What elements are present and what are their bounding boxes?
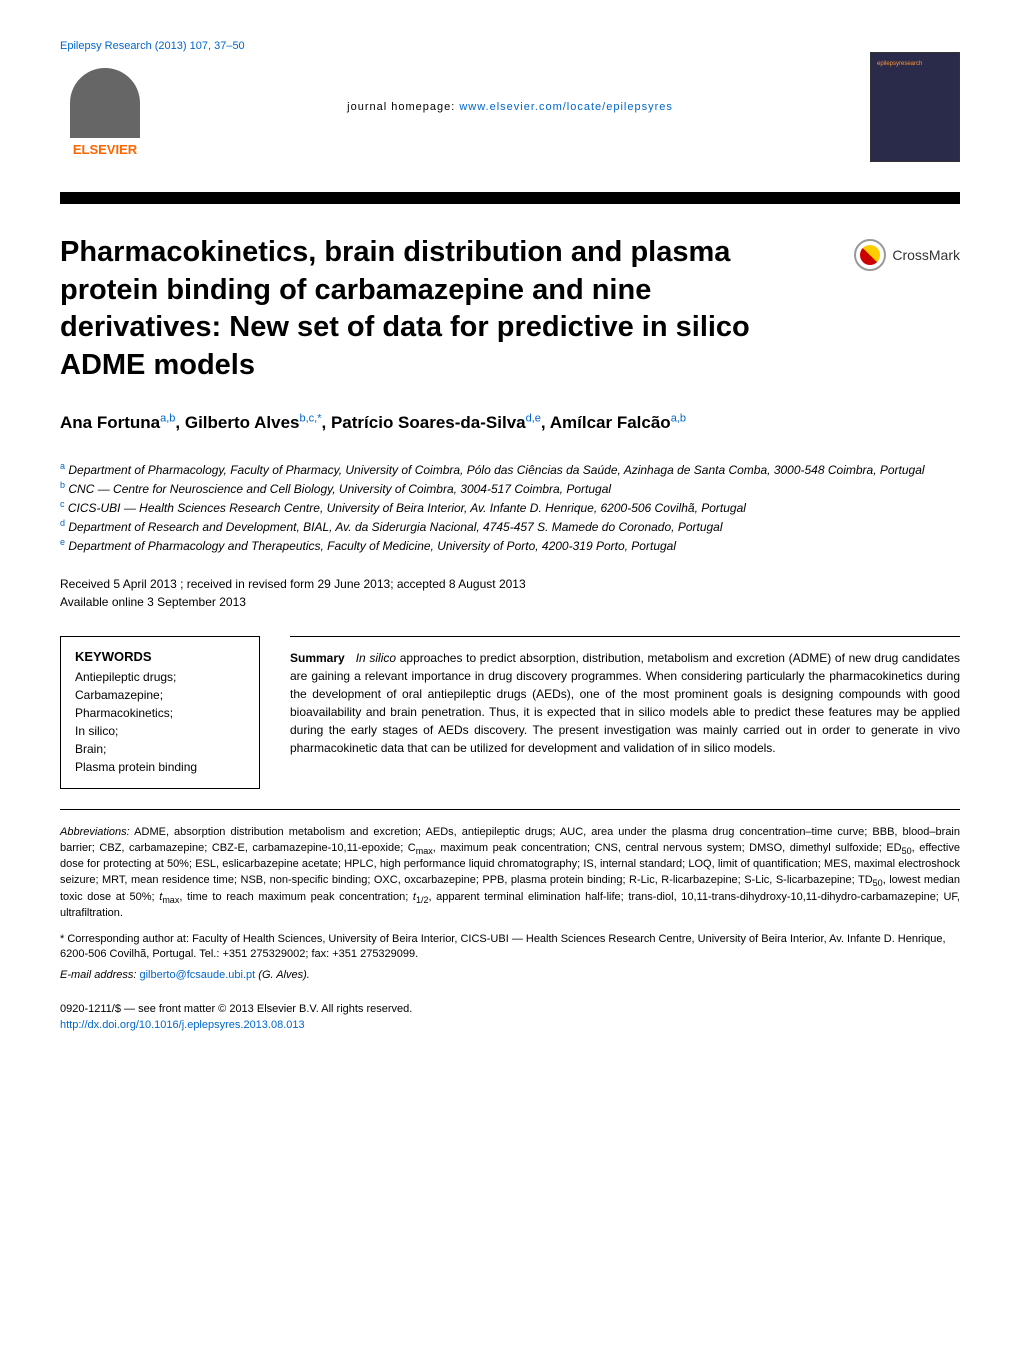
crossmark-label: CrossMark (892, 247, 960, 263)
crossmark-icon (854, 239, 886, 271)
footer: 0920-1211/$ — see front matter © 2013 El… (60, 1001, 960, 1034)
author: Patrício Soares-da-Silva (331, 413, 526, 432)
keywords-heading: KEYWORDS (75, 649, 245, 664)
homepage-box: journal homepage: www.elsevier.com/locat… (347, 101, 673, 113)
author: Amílcar Falcão (550, 413, 671, 432)
elsevier-logo[interactable]: ELSEVIER (60, 57, 150, 157)
abbreviations-text: ADME, absorption distribution metabolism… (60, 826, 960, 919)
header-row: ELSEVIER journal homepage: www.elsevier.… (60, 52, 960, 162)
author: Gilberto Alves (185, 413, 300, 432)
email-line: E-mail address: gilberto@fcsaude.ubi.pt … (60, 969, 960, 981)
keywords-list: Antiepileptic drugs;Carbamazepine;Pharma… (75, 668, 245, 776)
abbreviations: Abbreviations: ADME, absorption distribu… (60, 825, 960, 922)
journal-cover-title: epilepsyresearch (877, 61, 953, 67)
article-title: Pharmacokinetics, brain distribution and… (60, 234, 760, 385)
affiliations: a Department of Pharmacology, Faculty of… (60, 460, 960, 555)
title-row: Pharmacokinetics, brain distribution and… (60, 234, 960, 385)
abstract-row: KEYWORDS Antiepileptic drugs;Carbamazepi… (60, 636, 960, 789)
summary-text: approaches to predict absorption, distri… (290, 651, 960, 755)
corresponding-author: * Corresponding author at: Faculty of He… (60, 932, 960, 963)
elsevier-label: ELSEVIER (73, 142, 137, 157)
author-affs: d,e (526, 412, 541, 424)
email-address[interactable]: gilberto@fcsaude.ubi.pt (139, 969, 255, 981)
affiliation-d: Department of Research and Development, … (68, 520, 722, 534)
journal-reference[interactable]: Epilepsy Research (2013) 107, 37–50 (60, 40, 960, 52)
journal-cover[interactable]: epilepsyresearch (870, 52, 960, 162)
available-date: Available online 3 September 2013 (60, 593, 960, 611)
affiliation-b: CNC — Centre for Neuroscience and Cell B… (68, 482, 611, 496)
homepage-link[interactable]: www.elsevier.com/locate/epilepsyres (459, 101, 673, 113)
author-affs: a,b (671, 412, 686, 424)
crossmark-badge[interactable]: CrossMark (854, 239, 960, 271)
affiliation-a: Department of Pharmacology, Faculty of P… (68, 463, 924, 477)
copyright-line: 0920-1211/$ — see front matter © 2013 El… (60, 1001, 960, 1018)
author: Ana Fortuna (60, 413, 160, 432)
summary-block: Summary In silico approaches to predict … (290, 636, 960, 789)
keywords-box: KEYWORDS Antiepileptic drugs;Carbamazepi… (60, 636, 260, 789)
corresponding-text: Corresponding author at: Faculty of Heal… (60, 933, 946, 960)
affiliation-e: Department of Pharmacology and Therapeut… (68, 539, 676, 553)
doi-link[interactable]: http://dx.doi.org/10.1016/j.eplepsyres.2… (60, 1017, 960, 1034)
author-affs: a,b (160, 412, 175, 424)
summary-heading: Summary (290, 651, 345, 665)
author-affs: b,c,* (300, 412, 322, 424)
email-author: (G. Alves). (258, 969, 310, 981)
abbreviations-label: Abbreviations: (60, 826, 130, 838)
affiliation-c: CICS-UBI — Health Sciences Research Cent… (68, 501, 746, 515)
email-label: E-mail address: (60, 969, 136, 981)
dates-block: Received 5 April 2013 ; received in revi… (60, 575, 960, 611)
divider-bar (60, 192, 960, 204)
homepage-label: journal homepage: (347, 101, 455, 113)
authors-line: Ana Fortunaa,b, Gilberto Alvesb,c,*, Pat… (60, 410, 960, 436)
elsevier-tree-icon (70, 68, 140, 138)
corresponding-marker: * (60, 933, 64, 945)
received-date: Received 5 April 2013 ; received in revi… (60, 575, 960, 593)
divider (60, 809, 960, 810)
